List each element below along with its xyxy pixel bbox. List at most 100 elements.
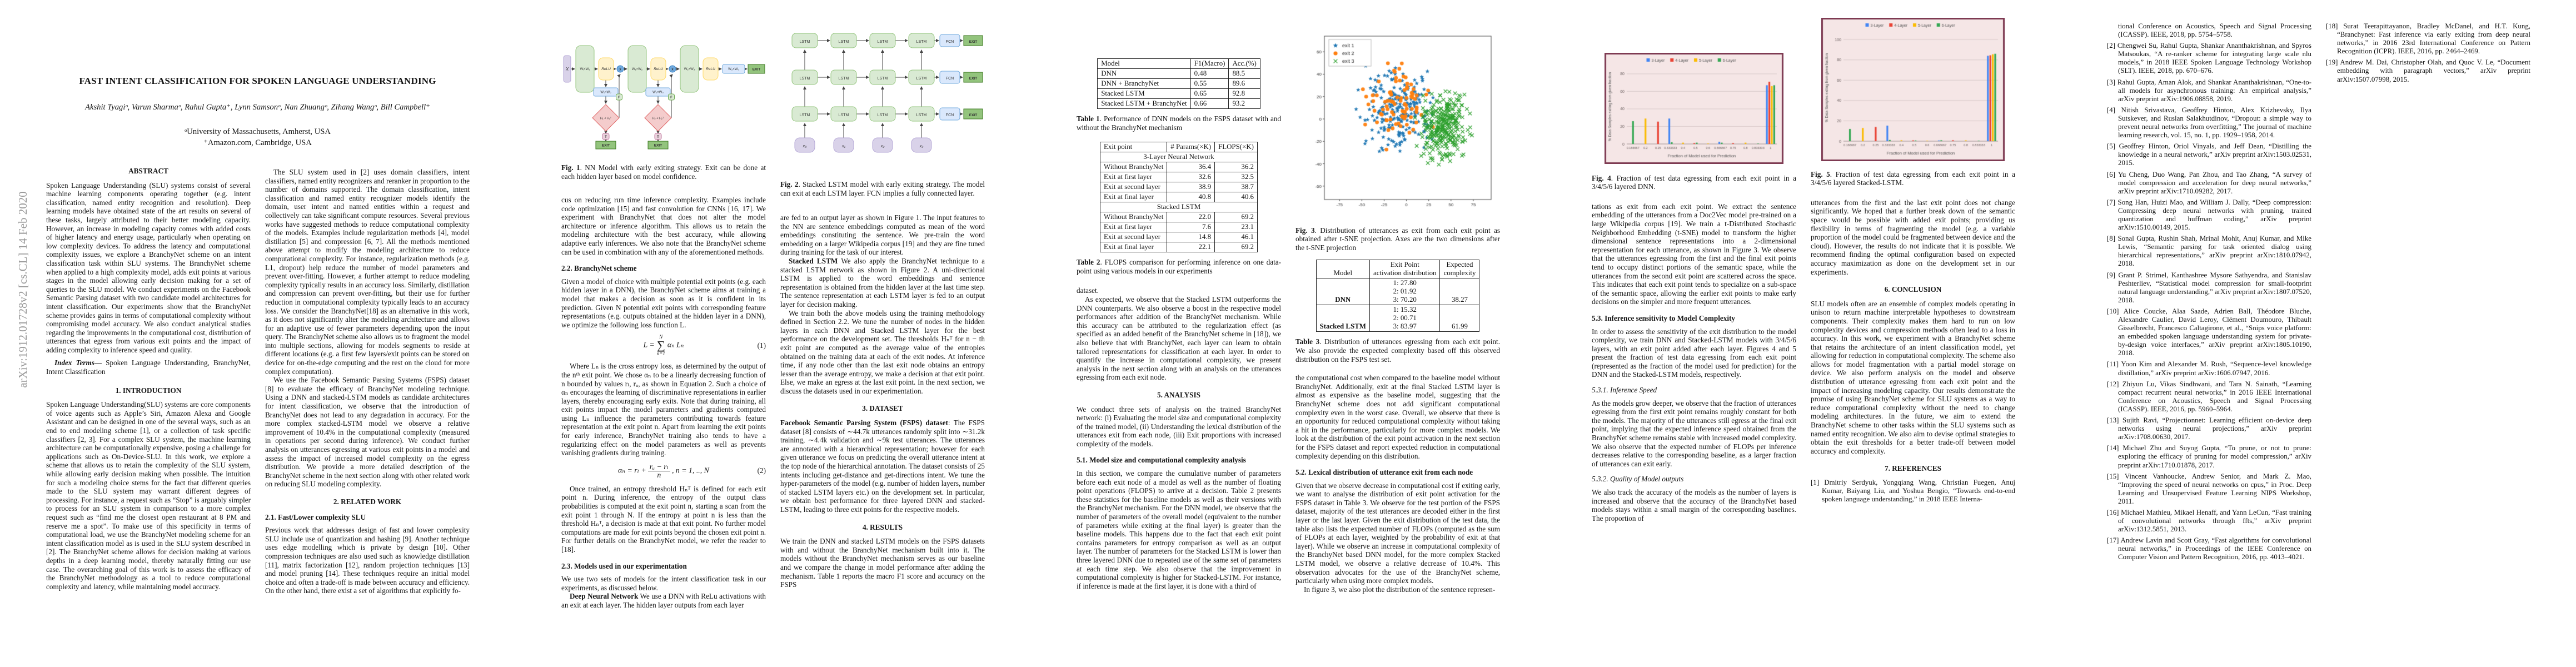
intro-paragraph: Spoken Language Understanding(SLU) syste… — [46, 400, 251, 591]
reference-item: [9] Grant P. Strimel, Kanthashree Mysore… — [2107, 271, 2311, 304]
svg-text:LSTM: LSTM — [839, 77, 849, 81]
affiliation-1: ᵒUniversity of Massachusetts, Amherst, U… — [185, 127, 331, 136]
dnn-exit-bar-chart — [1605, 53, 1783, 164]
figure-5-caption: Fig. 5. Fraction of test data egressing … — [1811, 170, 2015, 187]
section-6-heading: 6. CONCLUSION — [1884, 285, 1942, 294]
section-2-1-heading: 2.1. Fast/Lower complexity SLU — [265, 512, 366, 521]
figure-2: LSTM LSTM LSTM LSTM LSTM LSTM LSTM LSTM LSTM LS… — [780, 17, 985, 171]
svg-text:x: x — [619, 68, 621, 72]
svg-text:W₂×W₃: W₂×W₃ — [684, 68, 695, 71]
svg-text:LSTM: LSTM — [916, 40, 927, 44]
svg-text:W₁×W₀: W₁×W₀ — [600, 91, 611, 94]
svg-text:LSTM: LSTM — [839, 113, 849, 117]
table-2: Exit point # Params(×K) FLOPS(×K) 3-Layer … — [1100, 142, 1258, 253]
svg-text:LSTM: LSTM — [878, 77, 888, 81]
section-1-heading: 1. INTRODUCTION — [115, 386, 182, 395]
section-5-heading: 5. ANALYSIS — [1157, 390, 1200, 399]
svg-text:EXIT: EXIT — [969, 77, 977, 81]
svg-text:X: X — [565, 67, 569, 72]
svg-text:ReLU: ReLU — [601, 67, 611, 71]
section-5-3-2-heading: 5.3.2. Quality of Model outputs — [1592, 475, 1684, 484]
svg-text:LSTM: LSTM — [878, 113, 888, 117]
reference-item: [12] Zhiyun Lu, Vikas Sindhwani, and Tar… — [2107, 380, 2311, 413]
section-5-2-heading: 5.2. Lexical distribution of utterance e… — [1296, 468, 1473, 477]
figure-1: X Wᵢ×W₁ ReLU x W₁×W₂ ReLU x W₂×W₃ ReLU W… — [561, 37, 766, 153]
table-row: Exit at first layer 32.6 32.5 — [1100, 172, 1258, 183]
multiply-node — [616, 65, 624, 73]
page-2: X Wᵢ×W₁ ReLU x W₁×W₂ ReLU x W₂×W₃ ReLU W… — [515, 0, 1030, 667]
paragraph: tations as exit from each exit point. We… — [1592, 202, 1796, 306]
p4-right-column: Fig. 5. Fraction of test data egressing … — [1811, 18, 2015, 506]
reference-item: [1] Dmitriy Serdyuk, Yongqiang Wang, Chr… — [1811, 479, 2015, 504]
paragraph: SLU models often are an ensemble of comp… — [1811, 299, 2015, 455]
reference-item: [16] Michael Mathieu, Mikael Henaff, and… — [2107, 508, 2311, 534]
input-nodes — [794, 137, 932, 153]
table-row: Stacked LSTM 0.65 92.8 — [1097, 88, 1260, 99]
reference-item: [7] Song Han, Huizi Mao, and William J. … — [2107, 198, 2311, 232]
stacked-lstm-diagram: LSTM LSTM LSTM LSTM LSTM LSTM LSTM LSTM LSTM LS… — [791, 33, 983, 153]
svg-text:H₂ < H₂ᵀ: H₂ < H₂ᵀ — [652, 117, 664, 121]
paper-title: FAST INTENT CLASSIFICATION FOR SPOKEN LA… — [79, 76, 436, 86]
paragraph: are fed to an output layer as shown in F… — [780, 213, 985, 257]
paragraph: Once trained, an entropy threshold Hₙᵀ i… — [561, 484, 766, 554]
paragraph: Previous work that addresses design of f… — [265, 526, 470, 595]
table-row: Without BranchyNet 36.4 36.2 — [1100, 162, 1258, 173]
svg-text:F: F — [670, 96, 672, 99]
figure-5 — [1811, 18, 2015, 163]
arxiv-watermark: arXiv:1912.01728v2 [cs.CL] 14 Feb 2020 — [16, 191, 29, 388]
reference-item: [6] Yu Cheng, Duo Wang, Pan Zhou, and Ta… — [2107, 170, 2311, 195]
svg-text:LSTM: LSTM — [916, 77, 927, 81]
reference-item: [17] Andrew Lavin and Scott Gray, “Fast … — [2107, 536, 2311, 561]
svg-text:T: T — [657, 136, 659, 139]
svg-text:LSTM: LSTM — [916, 113, 927, 117]
p5-left-column: tional Conference on Acoustics, Speech a… — [2107, 22, 2311, 565]
p3-left-column: Model F1(Macro) Acc.(%) DNN 0.48 88.5 DNN + … — [1077, 58, 1281, 590]
table-row: DNN 0.48 88.5 — [1097, 68, 1260, 79]
input-node — [563, 55, 571, 83]
paragraph: dataset. — [1077, 286, 1099, 295]
reference-item: [10] Alice Coucke, Alaa Saade, Adrien Ba… — [2107, 307, 2311, 357]
svg-text:LSTM: LSTM — [800, 77, 810, 81]
paragraph: As expected, we observe that the Stacked… — [1077, 295, 1281, 382]
index-terms: Index Terms— Spoken Language Understandi… — [46, 359, 251, 376]
svg-text:EXIT: EXIT — [602, 144, 610, 148]
page-3: Model F1(Macro) Acc.(%) DNN 0.48 88.5 DNN + … — [1030, 0, 1546, 667]
paragraph: In order to assess the sensitivity of th… — [1592, 327, 1796, 379]
section-5-3-1-heading: 5.3.1. Inference Speed — [1592, 386, 1657, 395]
figure-3 — [1296, 31, 1500, 221]
paragraph: The SLU system used in [2] uses domain c… — [265, 168, 470, 376]
p2-left-column: cus on reducing run time inference compl… — [561, 196, 766, 610]
svg-text:EXIT: EXIT — [969, 40, 977, 44]
section-3-heading: 3. DATASET — [862, 404, 903, 413]
svg-text:H₁ < H₁ᵀ: H₁ < H₁ᵀ — [600, 117, 612, 121]
p4-left-column: Fig. 4. Fraction of test data egressing … — [1592, 53, 1796, 522]
reference-item: [8] Sonal Gupta, Rushin Shah, Mrinal Moh… — [2107, 235, 2311, 268]
affiliation-2: ⁺Amazon.com, Cambridge, USA — [203, 138, 312, 147]
svg-text:EXIT: EXIT — [654, 144, 662, 148]
table-3: Model Exit Point activation distribution E… — [1316, 260, 1480, 332]
figure-2-caption: Fig. 2. Stacked LSTM model with early ex… — [780, 180, 985, 197]
table-row: DNN + BranchyNet 0.55 89.6 — [1097, 78, 1260, 89]
abstract-heading: ABSTRACT — [128, 167, 168, 175]
section-2-3-heading: 2.3. Models used in our experimentation — [561, 561, 687, 570]
paragraph: Stacked LSTM We also apply the BranchyNe… — [780, 256, 985, 308]
page-5: tional Conference on Acoustics, Speech a… — [2061, 0, 2576, 667]
svg-text:W₂×W₀: W₂×W₀ — [652, 91, 664, 94]
paragraph: In figure 3, we also plot the distributi… — [1304, 585, 1496, 594]
paragraph: We use the Facebook Semantic Parsing Sys… — [265, 376, 470, 489]
svg-text:LSTM: LSTM — [839, 40, 849, 44]
table-2-caption: Table 2. FLOPS comparison for performing… — [1077, 258, 1282, 275]
paragraph: We train both the above models using the… — [780, 308, 985, 395]
svg-text:LSTM: LSTM — [800, 40, 810, 44]
figure-4-caption: Fig. 4. Fraction of test data egressing … — [1592, 173, 1796, 191]
abstract-text: Spoken Language Understanding (SLU) syst… — [46, 181, 251, 354]
section-4-heading: 4. RESULTS — [862, 522, 903, 531]
svg-text:EXIT: EXIT — [969, 113, 977, 117]
table-row: DNN 1: 27.80 2: 01.92 3: 70.20 38.27 — [1316, 278, 1480, 306]
paragraph: Given that we observe decrease in comput… — [1296, 481, 1500, 585]
reference-item: [4] Nitish Srivastava, Geoffrey Hinton, … — [2107, 106, 2311, 140]
table-row: Stacked LSTM + BranchyNet 0.66 93.2 — [1097, 98, 1260, 109]
paragraph: We train the DNN and stacked LSTM models… — [780, 537, 985, 589]
page-4: Fig. 4. Fraction of test data egressing … — [1546, 0, 2061, 667]
